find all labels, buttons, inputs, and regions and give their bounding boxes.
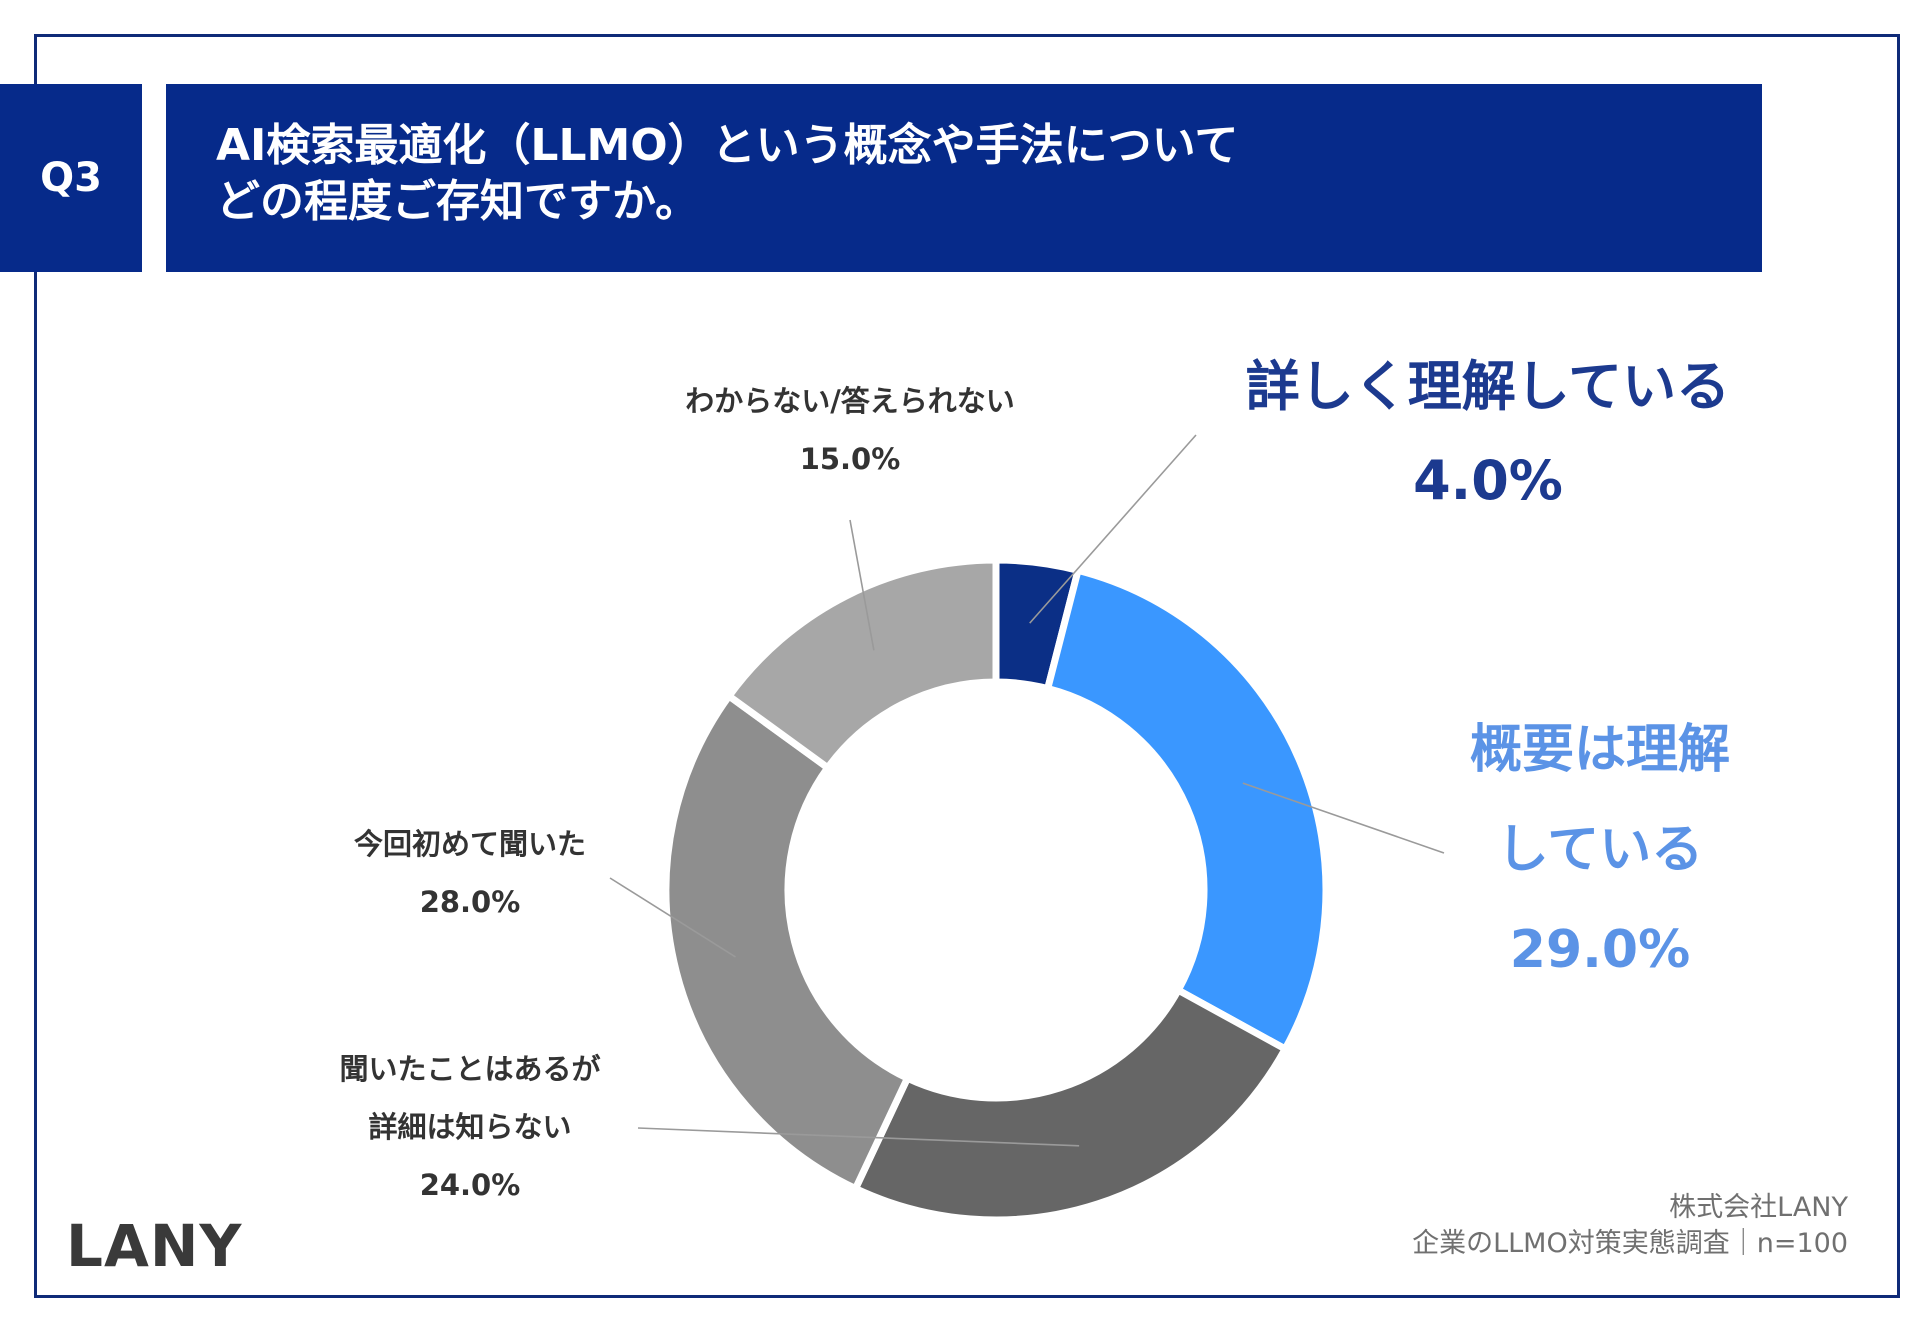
label-unknown-name: わからない/答えられない bbox=[685, 384, 1015, 418]
title-line-1: AI検索最適化（LLMO）という概念や手法について bbox=[216, 120, 1239, 171]
leader-first-time bbox=[609, 877, 736, 958]
label-heard-value: 24.0% bbox=[419, 1168, 521, 1202]
leader-overview bbox=[1242, 782, 1445, 854]
lany-logo: LANY bbox=[66, 1212, 243, 1280]
label-heard-name-1: 聞いたことはあるが bbox=[339, 1052, 601, 1086]
label-detailed-value: 4.0% bbox=[1413, 449, 1563, 512]
label-unknown: わからない/答えられない 15.0% bbox=[630, 372, 1070, 488]
slice-unknown bbox=[724, 556, 1000, 773]
slice-overview bbox=[1043, 566, 1330, 1054]
leader-unknown bbox=[849, 519, 875, 651]
label-overview-value: 29.0% bbox=[1509, 920, 1691, 980]
label-overview: 概要は理解 している 29.0% bbox=[1430, 700, 1770, 1000]
label-overview-name-2: している bbox=[1496, 820, 1704, 880]
label-heard: 聞いたことはあるが 詳細は知らない 24.0% bbox=[300, 1040, 640, 1214]
title-bar: AI検索最適化（LLMO）という概念や手法について どの程度ご存知ですか。 bbox=[166, 84, 1762, 272]
title-line-2: どの程度ご存知ですか。 bbox=[216, 176, 700, 227]
footer-company: 株式会社LANY bbox=[1669, 1192, 1848, 1223]
label-unknown-value: 15.0% bbox=[799, 442, 901, 476]
leader-detailed bbox=[1029, 434, 1197, 624]
label-overview-name-1: 概要は理解 bbox=[1469, 720, 1730, 780]
footer-survey: 企業のLLMO対策実態調査｜n=100 bbox=[1412, 1228, 1848, 1259]
label-detailed-name: 詳しく理解している bbox=[1245, 355, 1731, 418]
label-first-time-name: 今回初めて聞いた bbox=[353, 827, 586, 861]
question-badge: Q3 bbox=[0, 84, 142, 272]
label-first-time-value: 28.0% bbox=[419, 885, 521, 919]
slice-heard bbox=[850, 985, 1290, 1224]
slice-first-time bbox=[662, 691, 913, 1194]
slide-frame bbox=[34, 34, 1900, 1298]
label-heard-name-2: 詳細は知らない bbox=[368, 1110, 572, 1144]
footer-credit: 株式会社LANY 企業のLLMO対策実態調査｜n=100 bbox=[1412, 1190, 1848, 1262]
leader-heard bbox=[637, 1127, 1080, 1147]
label-first-time: 今回初めて聞いた 28.0% bbox=[300, 815, 640, 931]
label-detailed: 詳しく理解している 4.0% bbox=[1218, 340, 1758, 528]
